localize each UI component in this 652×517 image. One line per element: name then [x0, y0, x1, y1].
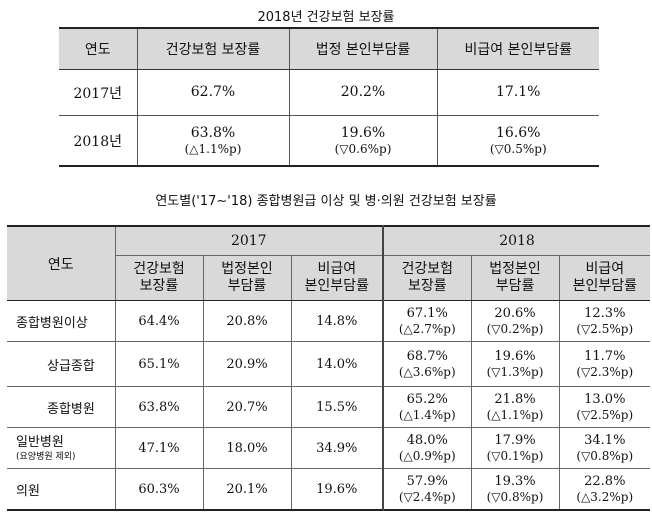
t2-value-cell: 34.1% (▽0.8%p) — [558, 427, 651, 469]
t1-noncovered-cell: 17.1% — [436, 69, 599, 116]
t2-value-cell: 65.2% (△1.4%p) — [382, 386, 472, 428]
t2-value-cell: 67.1% (△2.7%p) — [382, 300, 472, 342]
coverage-by-institution-table: 연도 2017 2018 건강보험 보장률 법정본인 부담률 비급여 본인부담률 건강… — [7, 225, 651, 511]
t2-value-cell: 20.6% (▽0.2%p) — [470, 300, 560, 342]
t2-value-cell: 19.6% — [290, 468, 384, 510]
table1-title: 2018년 건강보험 보장률 — [257, 10, 395, 25]
table2-title: 연도별('17~'18) 종합병원급 이상 및 병·의원 건강보험 보장률 — [155, 194, 497, 209]
t2-value-cell: 48.0% (△0.9%p) — [382, 427, 472, 469]
t2-value-cell: 19.3% (▽0.8%p) — [470, 468, 560, 510]
t2-header-2017: 2017 — [114, 226, 384, 256]
t2-value-cell: 20.1% — [202, 468, 291, 510]
t2-subheader-statutory-2017: 법정본인 부담률 — [202, 255, 291, 301]
t1-year-cell: 2017년 — [59, 69, 137, 116]
t1-header-year: 연도 — [59, 28, 137, 70]
t2-value-cell: 60.3% — [114, 468, 203, 510]
table-row: 의원 60.3% 20.1% 19.6% 57.9% (▽2.4%p) 19.3%… — [7, 468, 651, 510]
t2-value-cell: 12.3% (▽2.5%p) — [558, 300, 651, 342]
t2-value-cell: 14.0% — [290, 341, 384, 387]
t2-value-cell: 18.0% — [202, 427, 291, 469]
t2-header-year: 연도 — [7, 226, 115, 301]
t2-value-cell: 47.1% — [114, 427, 203, 469]
t2-value-cell: 20.8% — [202, 300, 291, 342]
t2-row-label: 종합병원 — [7, 386, 115, 428]
table-row: 일반병원 (요양병원 제외) 47.1% 18.0% 34.9% 48.0% (△0… — [7, 427, 651, 469]
t2-value-cell: 17.9% (▽0.1%p) — [470, 427, 560, 469]
t1-coverage-cell: 63.8% (△1.1%p) — [136, 115, 289, 166]
coverage-table-2018: 연도 건강보험 보장률 법정 본인부담률 비급여 본인부담률 2017년 62.… — [59, 27, 599, 167]
t2-row-label: 의원 — [16, 483, 40, 499]
t2-value-cell: 11.7% (▽2.3%p) — [558, 341, 651, 387]
t2-value-cell: 34.9% — [290, 427, 384, 469]
t2-row-sublabel: (요양병원 제외) — [16, 451, 76, 462]
t2-value-cell: 21.8% (△1.1%p) — [470, 386, 560, 428]
table-row: 2018년 63.8% (△1.1%p) 19.6% (▽0.6%p) 16.6%(… — [59, 115, 599, 166]
t1-statutory-cell: 20.2% — [288, 69, 437, 116]
table-row: 종합병원이상 64.4% 20.8% 14.8% 67.1% (△2.7%p) 2… — [7, 300, 651, 342]
t1-header-coverage: 건강보험 보장률 — [136, 28, 289, 70]
t1-header-noncovered: 비급여 본인부담률 — [436, 28, 599, 70]
table-row: 2017년 62.7% 20.2% 17.1% — [59, 69, 599, 116]
t2-value-cell: 13.0% (▽2.5%p) — [558, 386, 651, 428]
table-row: 종합병원 63.8% 20.7% 15.5% 65.2% (△1.4%p) 21.… — [7, 386, 651, 428]
table-row: 상급종합 65.1% 20.9% 14.0% 68.7% (△3.6%p) 19.… — [7, 341, 651, 387]
t2-value-cell: 14.8% — [290, 300, 384, 342]
t2-value-cell: 19.6% (▽1.3%p) — [470, 341, 560, 387]
t1-noncovered-cell: 16.6% (▽0.5%p) — [436, 115, 599, 166]
t2-value-cell: 20.7% — [202, 386, 291, 428]
t2-value-cell: 65.1% — [114, 341, 203, 387]
t2-value-cell: 57.9% (▽2.4%p) — [382, 468, 472, 510]
t1-year-cell: 2018년 — [73, 133, 122, 150]
t2-row-label: 상급종합 — [7, 341, 115, 387]
t2-subheader-noncovered-2018: 비급여 본인부담률 — [558, 255, 651, 301]
t2-value-cell: 64.4% — [114, 300, 203, 342]
t2-row-label: 종합병원이상 — [7, 300, 115, 342]
t2-value-cell: 22.8% (△3.2%p) — [558, 468, 651, 510]
t2-header-2018: 2018 — [382, 226, 651, 256]
t2-subheader-coverage-2017: 건강보험 보장률 — [114, 255, 203, 301]
t1-header-statutory: 법정 본인부담률 — [288, 28, 437, 70]
t2-value-cell: 68.7% (△3.6%p) — [382, 341, 472, 387]
t2-subheader-statutory-2018: 법정본인 부담률 — [470, 255, 560, 301]
t2-subheader-coverage-2018: 건강보험 보장률 — [382, 255, 472, 301]
t2-value-cell: 63.8% — [114, 386, 203, 428]
t1-coverage-cell: 62.7% — [136, 69, 289, 116]
t2-subheader-noncovered-2017: 비급여 본인부담률 — [290, 255, 384, 301]
t2-row-label: 일반병원 (요양병원 제외) — [7, 427, 115, 469]
t2-value-cell: 15.5% — [290, 386, 384, 428]
t1-statutory-cell: 19.6% (▽0.6%p) — [288, 115, 437, 166]
t2-value-cell: 20.9% — [202, 341, 291, 387]
